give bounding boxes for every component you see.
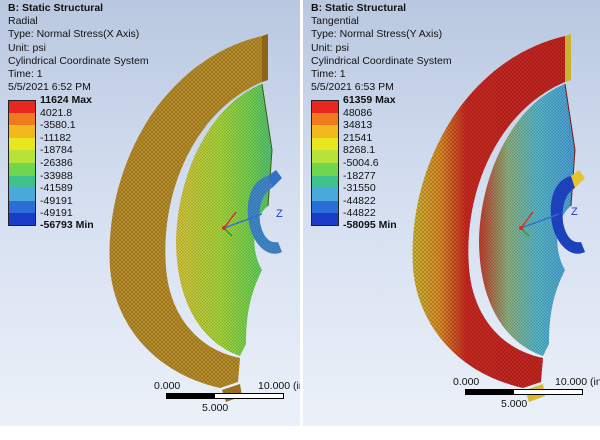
legend-min-label: -56793 Min (40, 219, 94, 232)
bottom-strip (0, 426, 600, 440)
result-time: Time: 1 (8, 68, 43, 81)
scale-ten: 10.000 (in) (555, 376, 600, 388)
scale-ten: 10.000 (in) (258, 380, 300, 392)
legend-swatch (8, 188, 36, 201)
panel-divider (300, 0, 303, 426)
legend-value-label: -33988 (40, 169, 73, 182)
legend-value-label: -31550 (343, 182, 376, 195)
legend-swatch (8, 213, 36, 226)
coordinate-system: Cylindrical Coordinate System (8, 54, 149, 67)
legend-value-label: 21541 (343, 131, 373, 144)
legend-swatch (8, 112, 36, 126)
mesh-model-tangential[interactable] (303, 0, 600, 426)
legend-value-label: 4021.8 (40, 106, 73, 119)
legend-value-label: -18784 (40, 144, 73, 157)
legend-swatch (311, 188, 339, 201)
legend-value-label: 8268.1 (343, 144, 376, 157)
analysis-title: B: Static Structural (8, 2, 104, 14)
legend-value-label: 48086 (343, 106, 373, 119)
analysis-title: B: Static Structural (311, 2, 407, 14)
result-info-tangential: B: Static Structural Tangential Type: No… (311, 2, 452, 94)
legend-value-label: 34813 (343, 119, 373, 132)
coordinate-triad-radial (222, 211, 263, 237)
legend-swatch (311, 100, 339, 113)
viewport-tangential[interactable]: Z B: Static Structural Tangential Type: … (303, 0, 600, 426)
legend-value-label: -44822 (343, 207, 376, 220)
result-date: 5/5/2021 6:53 PM (311, 81, 394, 94)
result-time: Time: 1 (311, 68, 346, 81)
legend-swatch (8, 175, 36, 189)
legend-value-label: -18277 (343, 169, 376, 182)
result-name: Tangential (311, 15, 359, 28)
scale-bar-tangential: 0.000 10.000 (in) 5.000 (449, 376, 600, 416)
legend-swatch (8, 137, 36, 151)
legend-value-label: -3580.1 (40, 119, 76, 132)
scale-five: 5.000 (501, 398, 528, 410)
legend-swatch (311, 125, 339, 138)
legend-swatch (8, 200, 36, 214)
axis-z-label-radial: Z (276, 208, 283, 220)
result-name: Radial (8, 15, 38, 28)
legend-swatch (311, 150, 339, 163)
result-type: Type: Normal Stress(X Axis) (8, 28, 140, 41)
result-date: 5/5/2021 6:52 PM (8, 81, 91, 94)
result-info-radial: B: Static Structural Radial Type: Normal… (8, 2, 149, 94)
coordinate-system: Cylindrical Coordinate System (311, 54, 452, 67)
result-type: Type: Normal Stress(Y Axis) (311, 28, 443, 41)
legend-swatch (311, 112, 339, 126)
result-unit: Unit: psi (311, 41, 349, 54)
scale-zero: 0.000 (453, 376, 480, 388)
legend-swatch (311, 137, 339, 151)
legend-swatch (8, 125, 36, 138)
result-unit: Unit: psi (8, 41, 46, 54)
legend-swatch (311, 162, 339, 176)
legend-max-label: 11624 Max (40, 94, 92, 106)
legend-swatch (8, 162, 36, 176)
legend-max-label: 61359 Max (343, 94, 396, 106)
legend-min-label: -58095 Min (343, 219, 397, 232)
viewport-radial[interactable]: Z B: Static Structural Radial Type: Norm… (0, 0, 300, 426)
legend-swatch (311, 200, 339, 214)
legend-swatch (311, 175, 339, 189)
legend-value-label: -11182 (40, 131, 72, 144)
legend-value-label: -44822 (343, 194, 376, 207)
legend-swatch (8, 150, 36, 163)
axis-z-label-tangential: Z (571, 206, 578, 218)
legend-swatch (311, 213, 339, 226)
coordinate-triad-tangential (519, 211, 560, 237)
legend-value-label: -41589 (40, 182, 73, 195)
legend-value-label: -26386 (40, 156, 73, 169)
scale-five: 5.000 (202, 402, 229, 414)
scale-zero: 0.000 (154, 380, 181, 392)
legend-value-label: -49191 (40, 207, 73, 220)
scale-bar-radial: 0.000 10.000 (in) 5.000 (150, 380, 300, 420)
legend-value-label: -5004.6 (343, 156, 379, 169)
legend-value-label: -49191 (40, 194, 73, 207)
legend-swatch (8, 100, 36, 113)
mesh-model-radial[interactable] (0, 0, 300, 426)
